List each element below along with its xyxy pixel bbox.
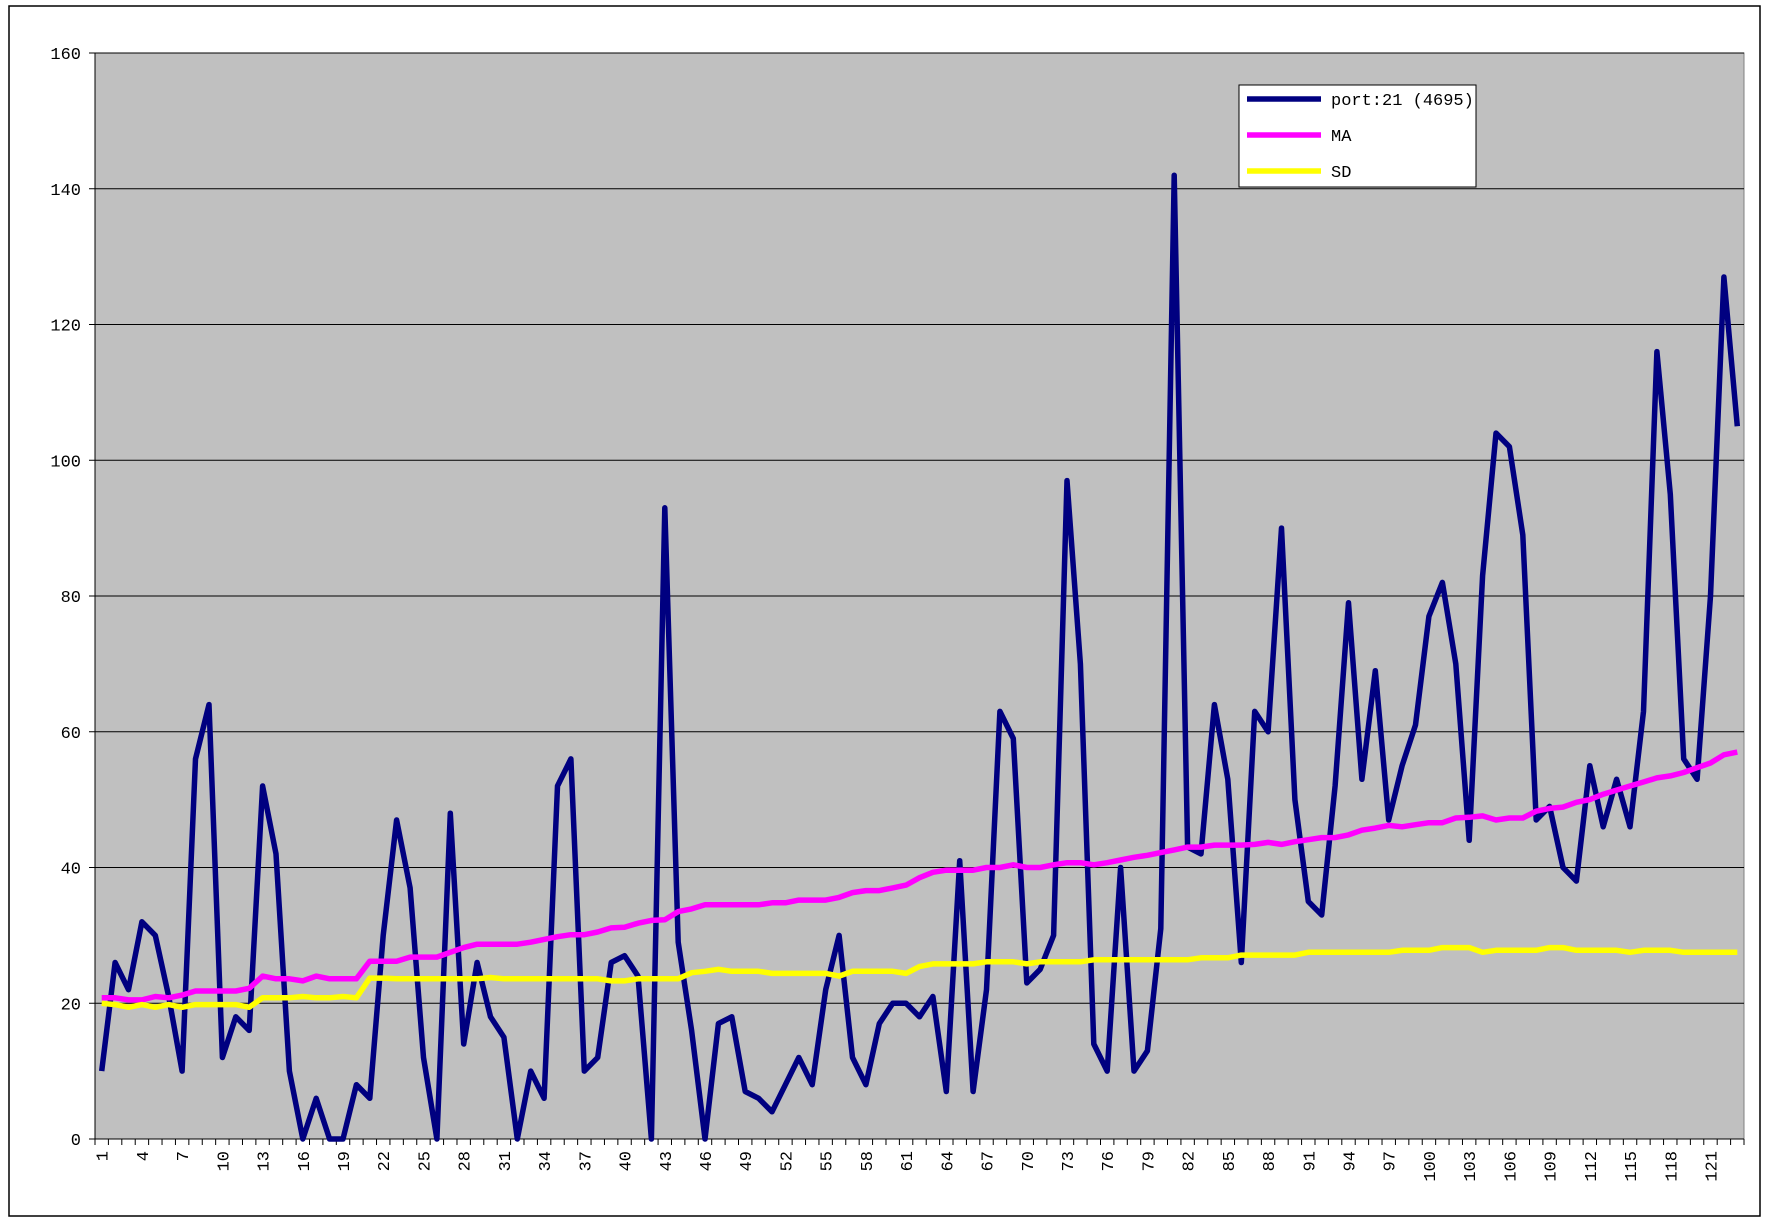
x-tick-label: 91 [1301,1151,1320,1171]
y-tick-label: 40 [61,861,81,880]
x-tick-label: 106 [1502,1151,1521,1182]
legend-label: port:21 (4695) [1331,92,1474,111]
x-tick-label: 34 [537,1151,556,1171]
x-tick-label: 85 [1221,1151,1240,1171]
y-tick-label: 100 [50,453,81,472]
x-tick-label: 97 [1382,1151,1401,1171]
x-tick-label: 7 [175,1151,194,1161]
x-tick-label: 52 [778,1151,797,1171]
x-tick-label: 76 [1100,1151,1119,1171]
legend-label: SD [1331,164,1351,183]
x-tick-label: 58 [859,1151,878,1171]
x-tick-label: 115 [1623,1151,1642,1182]
y-tick-label: 80 [61,589,81,608]
series-line [101,749,1738,1003]
x-tick-label: 55 [819,1151,838,1171]
x-tick-label: 70 [1020,1151,1039,1171]
x-tick-label: 40 [618,1151,637,1171]
x-tick-label: 37 [577,1151,596,1171]
x-tick-label: 31 [497,1151,516,1171]
y-tick-label: 160 [50,46,81,65]
x-tick-label: 64 [939,1151,958,1171]
series-line [98,172,1741,1142]
x-tick-label: 13 [256,1151,275,1171]
y-tick-label: 20 [61,996,81,1015]
x-tick-label: 46 [698,1151,717,1171]
legend-label: MA [1331,128,1352,147]
series-line [101,944,1738,1011]
x-tick-label: 94 [1342,1151,1361,1171]
y-tick-label: 0 [71,1132,81,1151]
x-tick-label: 118 [1663,1151,1682,1182]
x-tick-label: 100 [1422,1151,1441,1182]
x-tick-label: 49 [738,1151,757,1171]
x-tick-label: 22 [376,1151,395,1171]
y-tick-label: 60 [61,725,81,744]
x-tick-label: 112 [1583,1151,1602,1182]
x-tick-label: 79 [1140,1151,1159,1171]
y-tick-label: 140 [50,182,81,201]
x-tick-label: 25 [416,1151,435,1171]
x-tick-label: 109 [1543,1151,1562,1182]
x-tick-label: 4 [135,1151,154,1161]
x-tick-label: 16 [296,1151,315,1171]
x-tick-label: 61 [899,1151,918,1171]
x-tick-label: 121 [1703,1151,1722,1182]
x-tick-label: 10 [215,1151,234,1171]
x-tick-label: 103 [1462,1151,1481,1182]
y-tick-label: 120 [50,318,81,337]
x-tick-label: 43 [658,1151,677,1171]
x-tick-label: 67 [980,1151,999,1171]
x-tick-label: 28 [457,1151,476,1171]
x-tick-label: 88 [1261,1151,1280,1171]
x-tick-label: 1 [95,1151,114,1161]
x-tick-label: 19 [336,1151,355,1171]
x-tick-label: 73 [1060,1151,1079,1171]
x-tick-label: 82 [1181,1151,1200,1171]
